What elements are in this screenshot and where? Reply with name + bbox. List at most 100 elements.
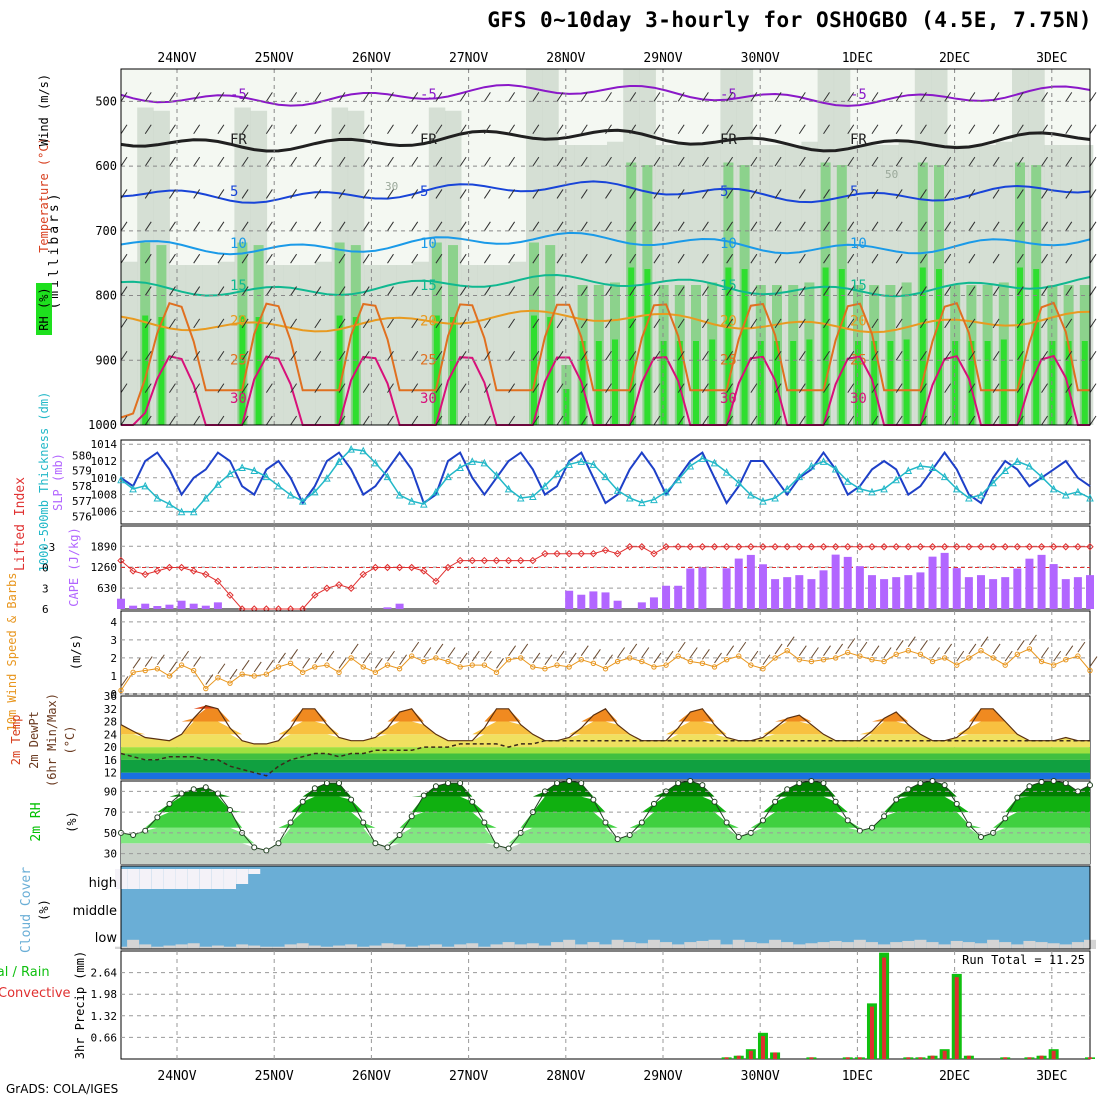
low-cloud-gap [1011,944,1024,949]
wind-barb [580,415,588,426]
convective-precip-bar [954,977,959,1059]
wind-speed-point [421,658,427,665]
thickness-point [565,460,573,468]
wind-barb [362,253,370,264]
temp-tick: 36 [104,690,117,703]
wind-barb [701,318,709,329]
wind-barb [508,124,516,135]
lifted-index-point [141,570,149,579]
isotherm-label: 10 [720,236,737,252]
wind-barb [314,124,322,135]
surface-wind-barb [120,676,129,687]
lifted-index-point [468,556,476,565]
precip-convective-label: Convective [0,986,71,1001]
lifted-index-point [577,549,585,558]
thickness-point [650,495,658,504]
rh-saturated-column [660,341,667,425]
wind-speed-point [433,655,439,661]
wind-barb [290,286,297,296]
wind-barb [920,253,927,264]
rh-point [1050,778,1057,784]
temp-tick: 32 [104,703,117,716]
li-tick: -3 [42,541,55,554]
surface-wind-barb [1089,656,1098,667]
wind-barb [265,415,273,426]
thickness-point [1049,484,1058,493]
wind-barb [120,350,128,361]
temp-label: 2m Temp [9,715,23,766]
convective-precip-bar [760,1036,765,1059]
wind-barb [1089,253,1097,264]
wind-barb [871,383,879,393]
surface-wind-barb [750,650,759,662]
wind-barb [338,286,346,296]
wind-barb [217,92,225,102]
wind-barb [532,318,540,329]
wind-barb [871,253,879,264]
precip-total-label: Total / Rain [0,965,50,980]
thickness-point [831,464,840,473]
rh-point [130,831,137,838]
thickness-point [480,458,489,467]
low-cloud-gap [236,944,249,949]
wind-barb [580,286,588,296]
cape-bar [928,556,937,609]
date-tick-top: 25NOV [255,51,294,66]
low-cloud-gap [296,943,309,949]
wind-barb [193,415,201,426]
wind-barb [483,286,491,296]
wind-barb [1016,350,1024,361]
surface-wind-barb [944,643,953,655]
wind-barb [823,189,830,199]
wind-barb [411,221,419,232]
wind-barb [338,156,346,167]
cape-bar [383,607,392,609]
wind-barb [314,253,322,264]
rh-shade-column [315,261,332,425]
isotherm-label: 15 [420,278,437,294]
convective-precip-bar [918,1057,923,1059]
surface-wind-barb [314,652,323,664]
temp-band [121,772,1090,779]
wind-barb [508,221,516,232]
rh-point [287,819,294,826]
thickness-point [1086,493,1094,502]
wind-barb [653,318,661,329]
isotherm-label: 20 [230,313,247,329]
surface-wind-barb [907,636,916,647]
rh-point [154,814,161,821]
wind-barb [435,253,443,264]
wind-barb [338,350,346,361]
wind-barb [992,189,1000,199]
wind-barb [532,415,540,426]
isotherm-label: -5 [230,87,247,103]
low-cloud-gap [175,944,188,949]
slp-tick: 1014 [91,438,118,451]
wind-barb [920,318,927,329]
isotherm-label: 25 [720,352,737,368]
run-total-text: Run Total = 11.25 [962,953,1085,967]
cape-tick: 1890 [91,540,118,553]
wind-barb [1041,286,1048,296]
wind-speed-point [602,666,609,672]
wind-speed-point [142,667,148,674]
wind-speed-point [1002,662,1008,668]
rh-point [432,783,439,790]
surface-wind-barb [156,654,165,666]
low-cloud-gap [139,944,152,949]
wind-barb [144,415,152,426]
surface-wind-barb [580,645,589,657]
high-cloud-gap [139,869,152,889]
cloud-units-label: (%) [37,899,51,921]
surface-wind-barb [132,658,141,669]
rh-shade-column [509,261,527,425]
wind-speed-point [772,655,778,661]
rh-saturated-column [612,339,618,425]
low-cloud-gap [890,942,903,949]
cape-bar [904,575,913,609]
thickness-point [843,477,852,485]
date-tick-top: 27NOV [449,51,488,66]
wind-barb [726,253,734,264]
wind-speed-point [251,673,257,679]
rh-saturated-column [1065,341,1072,425]
